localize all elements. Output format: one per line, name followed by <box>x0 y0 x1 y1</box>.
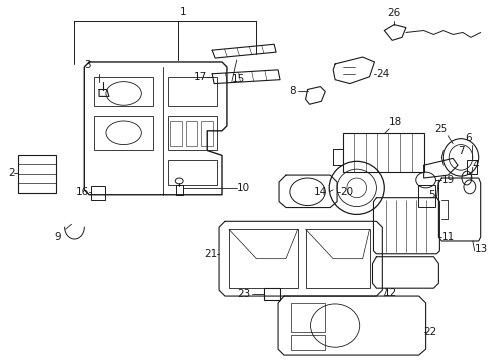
Text: 23: 23 <box>237 289 250 299</box>
Bar <box>228 229 297 288</box>
Text: 1: 1 <box>179 7 185 17</box>
Bar <box>417 185 434 207</box>
Text: 18: 18 <box>388 117 402 127</box>
Text: 20: 20 <box>339 187 352 197</box>
Bar <box>466 160 476 174</box>
Bar <box>167 116 217 150</box>
Text: 4: 4 <box>472 160 478 170</box>
Bar <box>185 121 197 145</box>
Text: 25: 25 <box>434 124 447 134</box>
Text: 3: 3 <box>84 60 90 70</box>
Text: 24: 24 <box>376 69 389 79</box>
Bar <box>290 336 325 350</box>
Text: 2: 2 <box>8 168 15 178</box>
Text: 26: 26 <box>386 8 400 18</box>
Text: 6: 6 <box>465 132 471 143</box>
Bar <box>169 121 182 145</box>
Text: 17: 17 <box>194 72 207 82</box>
Text: 12: 12 <box>384 288 397 298</box>
Bar <box>342 133 423 172</box>
Bar <box>305 229 369 288</box>
Bar <box>201 121 213 145</box>
Text: 14: 14 <box>313 187 326 197</box>
Text: 21: 21 <box>203 249 217 259</box>
Text: 11: 11 <box>441 232 454 242</box>
Bar <box>167 160 217 185</box>
Text: 16: 16 <box>76 187 89 197</box>
Text: 5: 5 <box>427 190 434 200</box>
Text: 19: 19 <box>441 175 454 185</box>
Bar <box>94 77 153 106</box>
Text: 13: 13 <box>474 244 487 254</box>
Text: 8: 8 <box>288 86 295 96</box>
Text: 22: 22 <box>423 328 436 337</box>
Text: 15: 15 <box>231 73 244 84</box>
Bar <box>94 116 153 150</box>
Bar <box>19 156 56 193</box>
Bar <box>91 186 105 200</box>
Text: 7: 7 <box>457 147 464 156</box>
Bar <box>264 288 280 300</box>
Bar <box>290 303 325 332</box>
Text: 9: 9 <box>54 232 61 242</box>
Text: 10: 10 <box>236 183 249 193</box>
Bar <box>167 77 217 106</box>
